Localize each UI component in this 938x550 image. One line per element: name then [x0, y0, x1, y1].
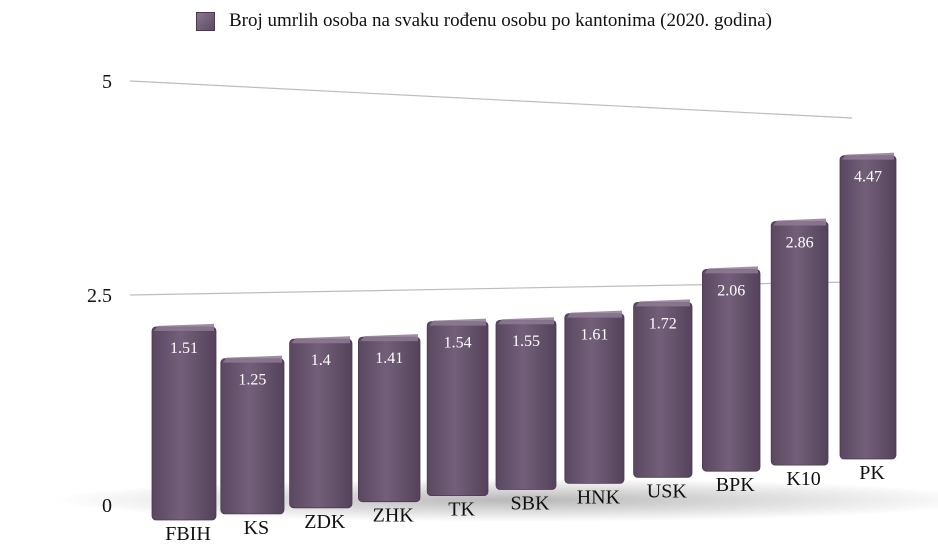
bar [839, 152, 897, 460]
bar [770, 218, 829, 466]
y-tick-label: 5 [102, 71, 112, 93]
data-label: 1.72 [649, 315, 677, 332]
bar [357, 334, 421, 503]
data-label: 2.86 [786, 235, 814, 252]
x-tick-label: FBIH [165, 523, 211, 545]
x-tick-label: USK [647, 480, 688, 502]
bar-body [839, 155, 897, 460]
data-label: 2.06 [717, 282, 745, 299]
bar-top [291, 336, 350, 344]
bar [495, 317, 557, 490]
x-tick-label: TK [448, 499, 475, 521]
gridline [129, 80, 853, 119]
bar [151, 323, 217, 521]
bar-top [635, 299, 690, 307]
x-tick-label: K10 [786, 468, 820, 490]
data-label: 4.47 [854, 169, 882, 186]
bar [702, 266, 761, 472]
x-tick-label: SBK [511, 493, 550, 515]
x-tick-label: ZHK [373, 505, 415, 527]
bar [289, 336, 353, 509]
legend-label: Broj umrlih osoba na svaku rođenu osobu … [229, 10, 773, 31]
bar-top [222, 355, 282, 363]
data-label: 1.51 [170, 340, 198, 357]
x-tick-label: HNK [577, 486, 621, 508]
data-label: 1.54 [444, 335, 472, 352]
bar [564, 310, 625, 484]
data-label: 1.25 [238, 372, 266, 389]
bar-top [773, 218, 826, 226]
x-tick-label: ZDK [304, 511, 346, 533]
bar-body [702, 268, 761, 472]
data-label: 1.55 [512, 333, 540, 350]
bar-top [429, 318, 486, 326]
bar [220, 355, 285, 515]
data-label: 1.41 [375, 350, 403, 367]
x-tick-label: PK [859, 462, 885, 484]
chart-legend: Broj umrlih osoba na svaku rođenu osobu … [196, 10, 772, 32]
bar-top [360, 334, 418, 342]
data-label: 1.4 [311, 352, 331, 369]
bar-top [842, 152, 894, 160]
bar-top [498, 317, 554, 325]
data-label: 1.61 [580, 327, 608, 344]
legend-swatch [196, 11, 215, 31]
x-tick-label: KS [244, 517, 270, 539]
bar [633, 299, 693, 478]
bar [426, 318, 489, 496]
bar-top [704, 266, 758, 274]
bar-top [566, 310, 622, 318]
bar-body [770, 221, 829, 466]
x-tick-label: BPK [716, 474, 755, 496]
y-tick-label: 2.5 [87, 285, 112, 307]
bar-top [154, 323, 214, 331]
